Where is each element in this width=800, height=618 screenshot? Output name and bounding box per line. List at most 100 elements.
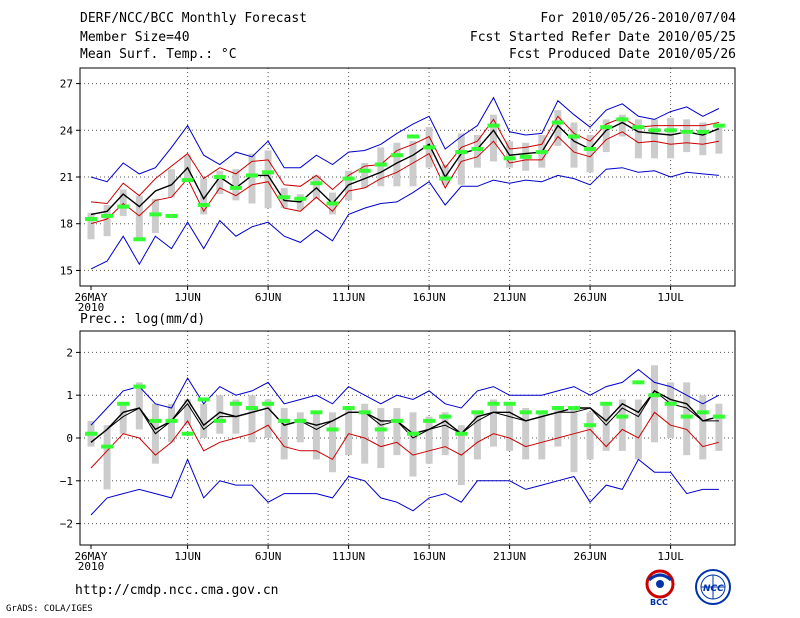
ensemble-box: [473, 412, 481, 460]
refer-date: Fcst Started Refer Date 2010/05/25: [469, 30, 736, 45]
ensemble-box: [119, 403, 127, 434]
observation-marker: [664, 128, 677, 133]
observation-marker: [535, 150, 548, 155]
ensemble-box: [135, 382, 143, 430]
observation-marker: [213, 175, 226, 179]
x-tick-sublabel: 2010: [78, 560, 105, 573]
observation-marker: [229, 185, 242, 190]
x-tick-label: 6JUN: [255, 550, 282, 563]
ensemble-box: [216, 395, 224, 434]
ensemble-box: [200, 403, 208, 438]
ensemble-box: [425, 416, 433, 464]
observation-marker: [133, 384, 146, 389]
observation-marker: [535, 410, 548, 415]
ensemble-box: [216, 170, 224, 195]
x-tick-label: 1JUN: [174, 291, 201, 304]
observation-marker: [568, 406, 580, 411]
ensemble-box: [87, 212, 95, 240]
ensemble-box: [554, 408, 562, 447]
ensemble-box: [168, 169, 175, 198]
ensemble-box: [441, 412, 449, 456]
ensemble-box: [393, 408, 401, 456]
observation-marker: [294, 196, 307, 201]
logo-group: BCC NCC: [645, 569, 731, 607]
ensemble-box: [393, 142, 401, 187]
ensemble-box: [554, 110, 562, 146]
ensemble-box: [683, 382, 691, 456]
observation-marker: [503, 156, 516, 161]
observation-marker: [632, 380, 645, 385]
ensemble-box: [103, 425, 111, 490]
y-tick-label: 0: [66, 432, 73, 445]
observation-marker: [455, 431, 468, 436]
ensemble-box: [699, 122, 707, 156]
observation-marker: [423, 418, 436, 423]
observation-marker: [149, 212, 162, 217]
observation-marker: [616, 414, 629, 419]
ensemble-box: [409, 141, 417, 187]
observation-marker: [310, 181, 323, 186]
ensemble-box: [103, 205, 111, 237]
series-line-lower: [90, 131, 719, 225]
x-tick-label: 1JUL: [657, 291, 684, 304]
y-tick-label: 2: [66, 346, 73, 359]
x-tick-label: 26JUN: [574, 291, 607, 304]
observation-marker: [600, 125, 613, 130]
ensemble-box: [377, 408, 385, 468]
source-url[interactable]: http://cmdp.ncc.cma.gov.cn: [75, 583, 279, 598]
ensemble-box: [570, 122, 578, 168]
x-tick-label: 6JUN: [255, 291, 282, 304]
ensemble-box: [119, 189, 127, 216]
observation-marker: [712, 414, 725, 419]
ensemble-box: [264, 399, 272, 438]
observation-marker: [439, 176, 452, 181]
ensemble-box: [538, 412, 546, 460]
ensemble-box: [361, 403, 369, 464]
x-tick-label: 21JUN: [493, 291, 526, 304]
ensemble-box: [618, 114, 626, 137]
y-tick-label: 1: [66, 389, 73, 402]
observation-marker: [487, 401, 500, 406]
ensemble-box: [667, 117, 675, 159]
grads-credit: GrADS: COLA/IGES: [6, 604, 93, 614]
ncc-logo-text: NCC: [703, 584, 724, 594]
ensemble-box: [634, 399, 642, 460]
ensemble-box: [490, 399, 497, 447]
observation-marker: [374, 162, 387, 167]
series-line-lower: [90, 411, 720, 469]
observation-marker: [85, 431, 97, 436]
observation-marker: [471, 410, 484, 415]
observation-marker: [712, 123, 725, 128]
ensemble-box: [457, 133, 465, 185]
observation-marker: [117, 401, 130, 406]
x-tick-label: 11JUN: [332, 291, 365, 304]
variable-label-temp: Mean Surf. Temp.: °C: [80, 47, 237, 62]
x-tick-label: 1JUN: [174, 550, 201, 563]
x-tick-sublabel: 2010: [78, 301, 105, 314]
ensemble-box: [441, 164, 449, 185]
series-line-min: [90, 167, 719, 270]
observation-marker: [551, 406, 564, 411]
x-tick-label: 16JUN: [413, 550, 446, 563]
observation-marker: [487, 123, 500, 128]
x-tick-label: 26MAY: [74, 550, 107, 563]
observation-marker: [229, 401, 242, 406]
observation-marker: [213, 418, 226, 423]
ensemble-box: [361, 162, 369, 188]
ensemble-box: [586, 412, 594, 460]
observation-marker: [680, 414, 693, 419]
ensemble-box: [200, 178, 208, 215]
observation-marker: [181, 178, 194, 183]
ensemble-box: [329, 412, 336, 473]
observation-marker: [519, 154, 532, 159]
ensemble-box: [522, 408, 530, 460]
series-line-upper: [90, 390, 719, 443]
ensemble-box: [699, 395, 707, 460]
member-size: Member Size=40: [80, 30, 190, 45]
x-tick-label: 16JUN: [413, 291, 446, 304]
ensemble-box: [586, 134, 594, 173]
y-tick-label: 15: [60, 264, 73, 277]
plot-frame: [79, 67, 736, 287]
observation-marker: [342, 406, 355, 411]
